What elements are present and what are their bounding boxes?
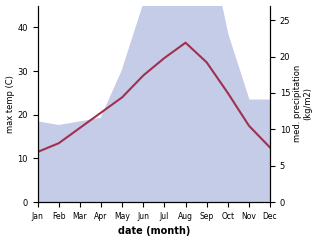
Y-axis label: med. precipitation
(kg/m2): med. precipitation (kg/m2) [293, 65, 313, 143]
Y-axis label: max temp (C): max temp (C) [5, 75, 15, 133]
X-axis label: date (month): date (month) [118, 227, 190, 236]
